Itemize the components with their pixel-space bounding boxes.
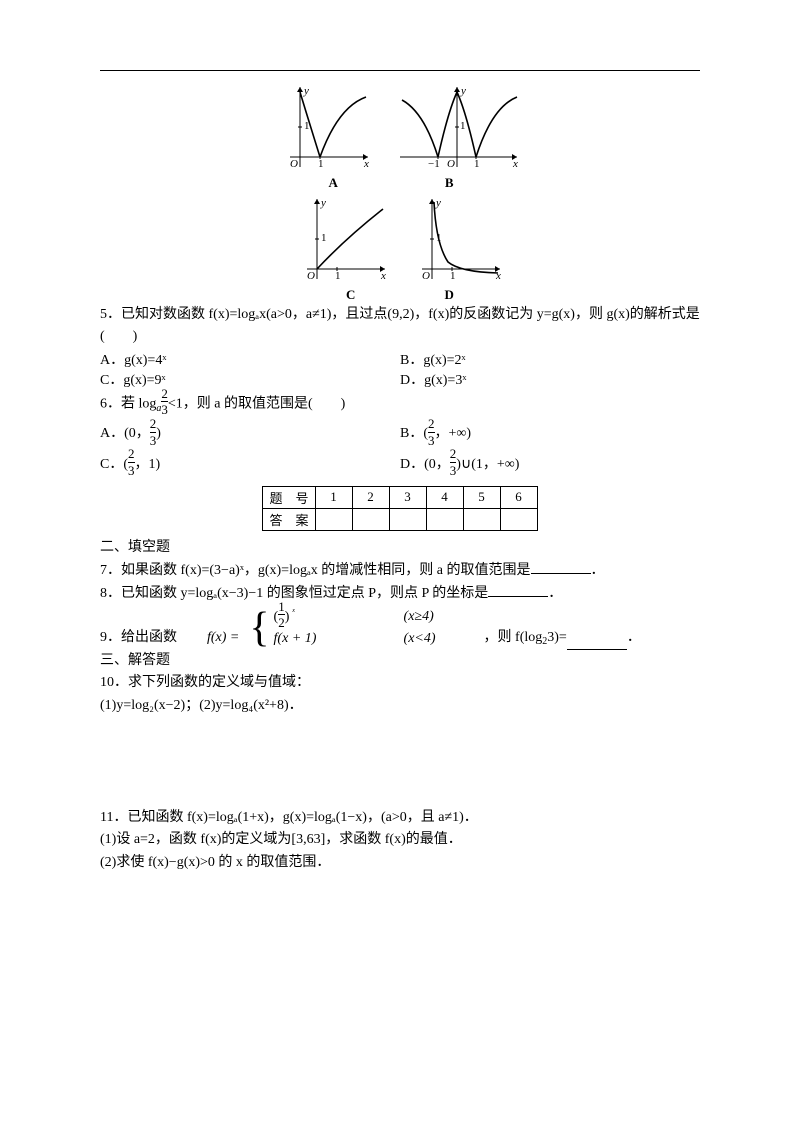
q5-opt-d: D．g(x)=3ˣ [400, 373, 466, 388]
graph-d: 1 1 O x y [410, 194, 505, 284]
svg-text:O: O [422, 270, 430, 282]
blank [567, 635, 627, 650]
q6-opt-c: C．(23，1) [100, 457, 160, 472]
graph-b: 1 1 −1 O x y [392, 82, 522, 172]
graph-a: 1 1 O x y [278, 82, 373, 172]
q5-opt-c: C．g(x)=9ˣ [100, 373, 166, 388]
svg-text:y: y [435, 197, 441, 209]
svg-text:1: 1 [474, 158, 480, 170]
svg-text:O: O [307, 270, 315, 282]
svg-text:O: O [447, 158, 455, 170]
blank [488, 582, 548, 597]
graph-label-a: A [286, 175, 381, 191]
svg-text:y: y [460, 85, 466, 97]
q10-a: 10．求下列函数的定义域与值域： [100, 672, 700, 694]
q10-b: (1)y=log₂(x−2)；(2)y=log₄(x²+8)． [100, 695, 700, 717]
graph-label-c: C [303, 287, 398, 303]
q5-opt-b: B．g(x)=2ˣ [400, 353, 466, 368]
header-rule [100, 70, 700, 73]
svg-text:1: 1 [304, 120, 310, 132]
q9: 9．给出函数 f(x) = { (12) ˣ (x≥4) f(x + 1) (x… [100, 606, 700, 650]
svg-text:x: x [380, 270, 386, 282]
graph-c: 1 1 O x y [295, 194, 390, 284]
svg-text:1: 1 [335, 270, 341, 282]
q11-b: (1)设 a=2，函数 f(x)的定义域为[3,63]，求函数 f(x)的最值． [100, 829, 700, 851]
q6-opt-b: B．(23，+∞) [400, 426, 471, 441]
piecewise: { (12) ˣ (x≥4) f(x + 1) (x<4) [249, 606, 483, 650]
q7: 7．如果函数 f(x)=(3−a)ˣ，g(x)=logₐx 的增减性相同，则 a… [100, 559, 700, 582]
q6-opt-a: A．(0，23) [100, 426, 161, 441]
answer-table: 题 号 1 2 3 4 5 6 答 案 [262, 486, 537, 531]
q6-stem: 6．若 loga23<1，则 a 的取值范围是( ) [100, 389, 700, 419]
svg-text:1: 1 [450, 270, 456, 282]
graph-label-b: B [384, 175, 514, 191]
svg-text:O: O [290, 158, 298, 170]
q11-a: 11．已知函数 f(x)=logₐ(1+x)，g(x)=logₐ(1−x)，(a… [100, 807, 700, 829]
graph-panel: 1 1 O x y 1 1 −1 [100, 80, 700, 304]
svg-text:1: 1 [321, 232, 327, 244]
q6-opt-d: D．(0，23)∪(1，+∞) [400, 457, 519, 472]
svg-text:y: y [303, 85, 309, 97]
q11-c: (2)求使 f(x)−g(x)>0 的 x 的取值范围． [100, 852, 700, 874]
svg-text:y: y [320, 197, 326, 209]
graph-label-d: D [402, 287, 497, 303]
table-header: 题 号 [263, 486, 315, 508]
svg-text:x: x [363, 158, 369, 170]
q6-row2: C．(23，1) D．(0，23)∪(1，+∞) [100, 449, 700, 479]
svg-text:1: 1 [436, 232, 442, 244]
q5-stem: 5．已知对数函数 f(x)=logₐx(a>0，a≠1)，且过点(9,2)，f(… [100, 304, 700, 349]
q6-row1: A．(0，23) B．(23，+∞) [100, 419, 700, 449]
q5-options: A．g(x)=4ˣ B．g(x)=2ˣ [100, 349, 700, 369]
section-3-title: 三、解答题 [100, 650, 700, 672]
svg-text:1: 1 [460, 120, 466, 132]
table-row: 题 号 1 2 3 4 5 6 [263, 486, 537, 508]
blank [531, 559, 591, 574]
section-2-title: 二、填空题 [100, 537, 700, 559]
table-row: 答 案 [263, 508, 537, 530]
q5-opt-a: A．g(x)=4ˣ [100, 353, 166, 368]
svg-text:x: x [495, 270, 501, 282]
svg-text:−1: −1 [428, 158, 440, 170]
svg-text:1: 1 [318, 158, 324, 170]
svg-text:x: x [512, 158, 518, 170]
table-header: 答 案 [263, 508, 315, 530]
